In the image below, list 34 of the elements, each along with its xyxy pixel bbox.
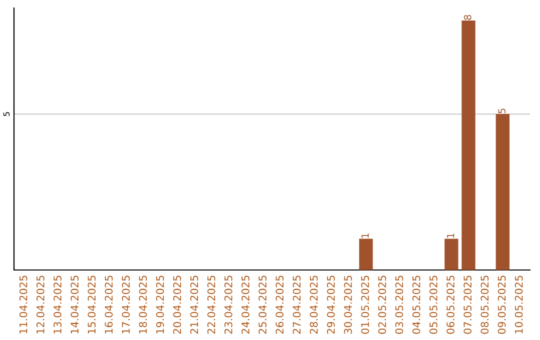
x-tick-label: 10.05.2025 [514,276,523,334]
x-tick-label: 09.05.2025 [498,276,506,334]
x-tick-label: 07.05.2025 [464,276,472,334]
x-tick-label: 18.04.2025 [139,276,147,334]
x-tick-label: 02.05.2025 [378,276,386,334]
x-tick-label: 24.04.2025 [242,276,250,334]
x-tick-label: 19.04.2025 [156,276,164,334]
x-tick-label: 16.04.2025 [104,276,113,334]
x-tick-label: 06.05.2025 [446,276,454,334]
x-tick-label: 21.04.2025 [190,276,198,334]
data-label: 1 [447,234,454,238]
x-tick-label: 15.04.2025 [88,276,96,334]
x-tick-label: 12.04.2025 [36,276,44,334]
x-tick-label: 20.04.2025 [173,276,182,334]
x-tick-label: 25.04.2025 [258,276,266,334]
x-tick-label: 01.05.2025 [361,276,369,334]
data-label: 8 [464,14,472,20]
x-tick-label: 03.05.2025 [395,276,404,334]
x-tick-label: 29.04.2025 [326,276,335,334]
x-tick-label: 11.04.2025 [19,276,28,334]
x-tick-label: 26.04.2025 [276,276,284,334]
x-tick-label: 04.05.2025 [412,276,420,334]
data-label: 1 [362,234,369,238]
data-label: 5 [498,108,506,114]
x-tick-label: 14.04.2025 [70,276,79,334]
x-tick-label: 08.05.2025 [480,276,489,334]
x-tick-label: 05.05.2025 [429,276,438,334]
x-tick-label: 30.04.2025 [344,276,352,334]
x-tick-label: 13.04.2025 [54,276,62,334]
x-tick-label: 28.04.2025 [310,276,318,334]
x-tick-label: 22.04.2025 [207,276,216,334]
x-tick-label: 17.04.2025 [122,276,130,334]
x-tick-label: 27.04.2025 [292,276,301,334]
x-tick-label: 23.04.2025 [224,276,232,334]
